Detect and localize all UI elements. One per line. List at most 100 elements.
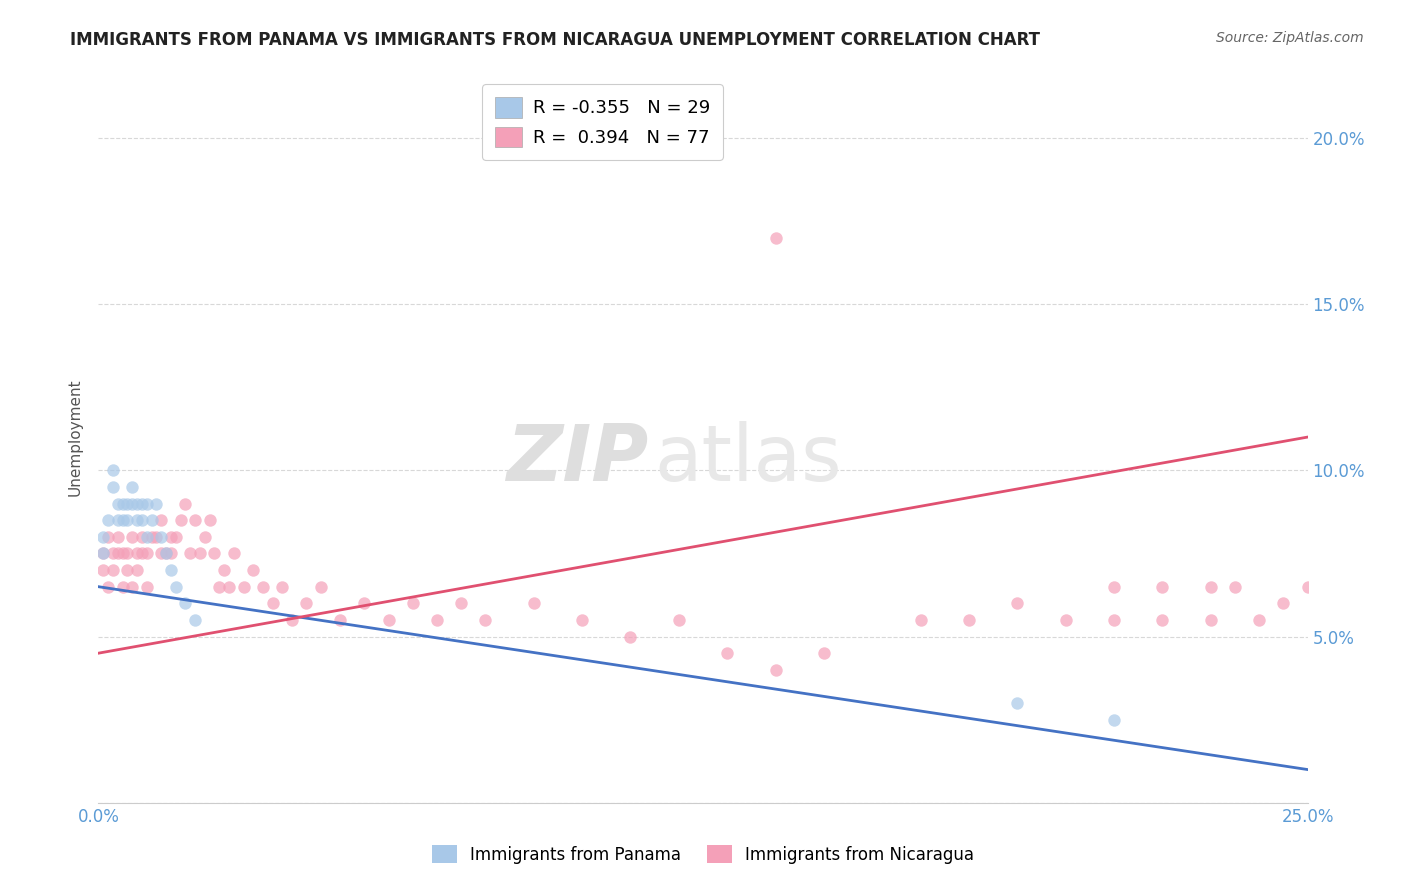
Point [1054, 613, 1077, 627]
Point [1223, 580, 1246, 594]
Point [111, 546, 134, 560]
Point [141, 513, 163, 527]
Point [218, 580, 240, 594]
Legend: R = -0.355   N = 29, R =  0.394   N = 77: R = -0.355 N = 29, R = 0.394 N = 77 [482, 84, 723, 160]
Point [101, 480, 124, 494]
Point [150, 530, 173, 544]
Point [194, 530, 217, 544]
Point [309, 580, 332, 594]
Point [450, 596, 472, 610]
Point [212, 563, 235, 577]
Point [97, 580, 120, 594]
Point [232, 580, 254, 594]
Point [765, 663, 787, 677]
Point [101, 546, 124, 560]
Point [765, 230, 787, 244]
Point [910, 613, 932, 627]
Point [127, 497, 149, 511]
Legend: Immigrants from Panama, Immigrants from Nicaragua: Immigrants from Panama, Immigrants from … [426, 838, 980, 871]
Point [111, 497, 134, 511]
Point [155, 546, 177, 560]
Point [131, 513, 153, 527]
Point [198, 513, 221, 527]
Point [353, 596, 375, 610]
Point [242, 563, 264, 577]
Point [1102, 613, 1125, 627]
Point [135, 546, 157, 560]
Point [813, 646, 835, 660]
Point [179, 546, 201, 560]
Point [155, 546, 177, 560]
Point [107, 497, 129, 511]
Point [165, 530, 187, 544]
Point [97, 513, 120, 527]
Point [1272, 596, 1295, 610]
Point [111, 580, 134, 594]
Point [107, 513, 129, 527]
Point [107, 546, 129, 560]
Point [91, 546, 114, 560]
Point [1249, 613, 1271, 627]
Text: ZIP: ZIP [506, 421, 648, 497]
Point [117, 563, 139, 577]
Point [188, 546, 211, 560]
Point [474, 613, 496, 627]
Point [131, 530, 153, 544]
Point [121, 497, 143, 511]
Point [252, 580, 274, 594]
Point [426, 613, 449, 627]
Point [141, 530, 163, 544]
Point [145, 530, 167, 544]
Text: IMMIGRANTS FROM PANAMA VS IMMIGRANTS FROM NICARAGUA UNEMPLOYMENT CORRELATION CHA: IMMIGRANTS FROM PANAMA VS IMMIGRANTS FRO… [70, 31, 1040, 49]
Point [619, 630, 641, 644]
Text: atlas: atlas [655, 421, 842, 497]
Text: Source: ZipAtlas.com: Source: ZipAtlas.com [1216, 31, 1364, 45]
Point [169, 513, 191, 527]
Point [262, 596, 284, 610]
Point [121, 580, 143, 594]
Point [135, 580, 157, 594]
Point [184, 613, 207, 627]
Point [402, 596, 425, 610]
Point [184, 513, 207, 527]
Point [91, 530, 114, 544]
Point [101, 463, 124, 477]
Y-axis label: Unemployment: Unemployment [67, 378, 83, 496]
Point [145, 497, 167, 511]
Point [668, 613, 690, 627]
Point [150, 546, 173, 560]
Point [204, 546, 226, 560]
Point [117, 497, 139, 511]
Point [329, 613, 352, 627]
Point [222, 546, 245, 560]
Point [101, 563, 124, 577]
Point [135, 530, 157, 544]
Point [957, 613, 980, 627]
Point [271, 580, 294, 594]
Point [160, 546, 183, 560]
Point [111, 513, 134, 527]
Point [208, 580, 231, 594]
Point [160, 563, 183, 577]
Point [174, 497, 197, 511]
Point [1199, 613, 1222, 627]
Point [165, 580, 187, 594]
Point [121, 480, 143, 494]
Point [1007, 696, 1029, 710]
Point [1152, 613, 1174, 627]
Point [150, 513, 173, 527]
Point [1102, 580, 1125, 594]
Point [131, 546, 153, 560]
Point [117, 546, 139, 560]
Point [523, 596, 546, 610]
Point [117, 513, 139, 527]
Point [131, 497, 153, 511]
Point [295, 596, 318, 610]
Point [121, 530, 143, 544]
Point [1199, 580, 1222, 594]
Point [127, 563, 149, 577]
Point [135, 497, 157, 511]
Point [377, 613, 399, 627]
Point [174, 596, 197, 610]
Point [91, 546, 114, 560]
